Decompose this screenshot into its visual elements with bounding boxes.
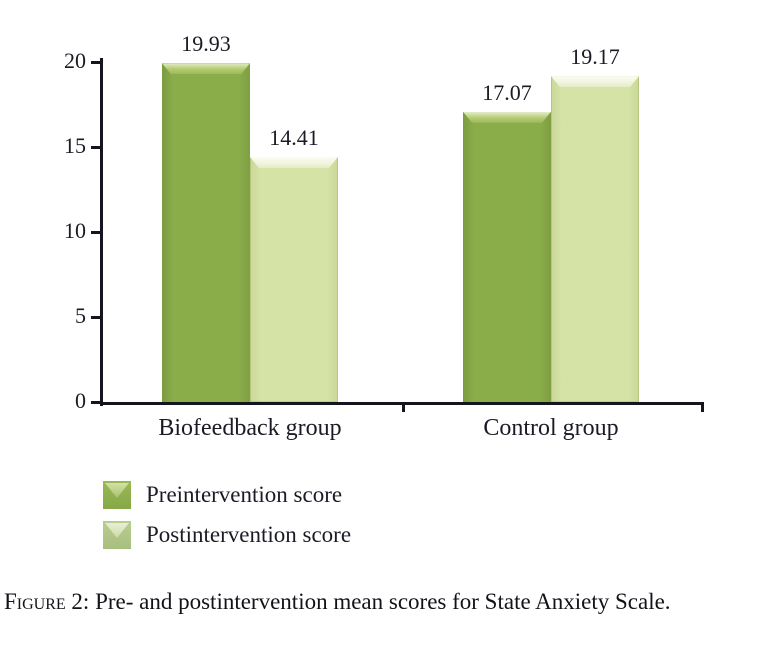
legend-label-preintervention: Preintervention score — [146, 482, 343, 507]
caption-text: Pre- and postintervention mean scores fo… — [95, 589, 671, 614]
bar-pre-control — [463, 111, 551, 402]
plot-area: 0 5 10 15 20 19.93 14.41 Biofeedback group 17.07… — [64, 31, 704, 441]
legend: Preintervention score Postintervention s… — [103, 481, 351, 561]
y-tick — [91, 401, 100, 404]
postintervention-swatch-icon — [103, 521, 131, 549]
caption-figure-number: Figure 2: — [4, 589, 90, 614]
y-tick — [91, 61, 100, 64]
bar-bevel-highlight — [162, 63, 250, 74]
y-tick — [91, 146, 100, 149]
y-tick-label: 10 — [64, 218, 86, 243]
y-axis — [100, 58, 103, 406]
bar-value-label: 14.41 — [269, 125, 319, 151]
legend-item-preintervention: Preintervention score — [103, 481, 351, 509]
preintervention-swatch-icon — [103, 481, 131, 509]
legend-label-postintervention: Postintervention score — [146, 522, 352, 547]
category-label-control: Control group — [483, 415, 619, 441]
x-tick-separator — [402, 404, 405, 412]
bar-value-label: 17.07 — [482, 79, 532, 105]
category-label-biofeedback: Biofeedback group — [158, 415, 342, 441]
y-tick — [91, 231, 100, 234]
bar-post-control — [551, 76, 639, 402]
bar-post-biofeedback — [250, 157, 338, 402]
y-tick-label: 0 — [75, 388, 86, 413]
figure-caption: Figure 2: Pre- and postintervention mean… — [4, 586, 752, 618]
y-tick — [91, 316, 100, 319]
bar-value-label: 19.17 — [570, 44, 620, 70]
y-tick-label: 5 — [75, 303, 86, 328]
legend-item-postintervention: Postintervention score — [103, 521, 351, 549]
bar-bevel-highlight — [250, 157, 338, 168]
bar-bevel-highlight — [551, 76, 639, 87]
x-tick-end — [701, 404, 704, 412]
y-tick-label: 20 — [64, 48, 86, 73]
x-axis — [100, 402, 704, 405]
swatch-bevel-triangle — [105, 523, 129, 538]
bar-value-label: 19.93 — [181, 31, 231, 57]
swatch-bevel-triangle — [105, 483, 129, 498]
y-tick-label: 15 — [64, 133, 86, 158]
bar-bevel-highlight — [463, 112, 551, 123]
bar-pre-biofeedback — [162, 63, 250, 402]
